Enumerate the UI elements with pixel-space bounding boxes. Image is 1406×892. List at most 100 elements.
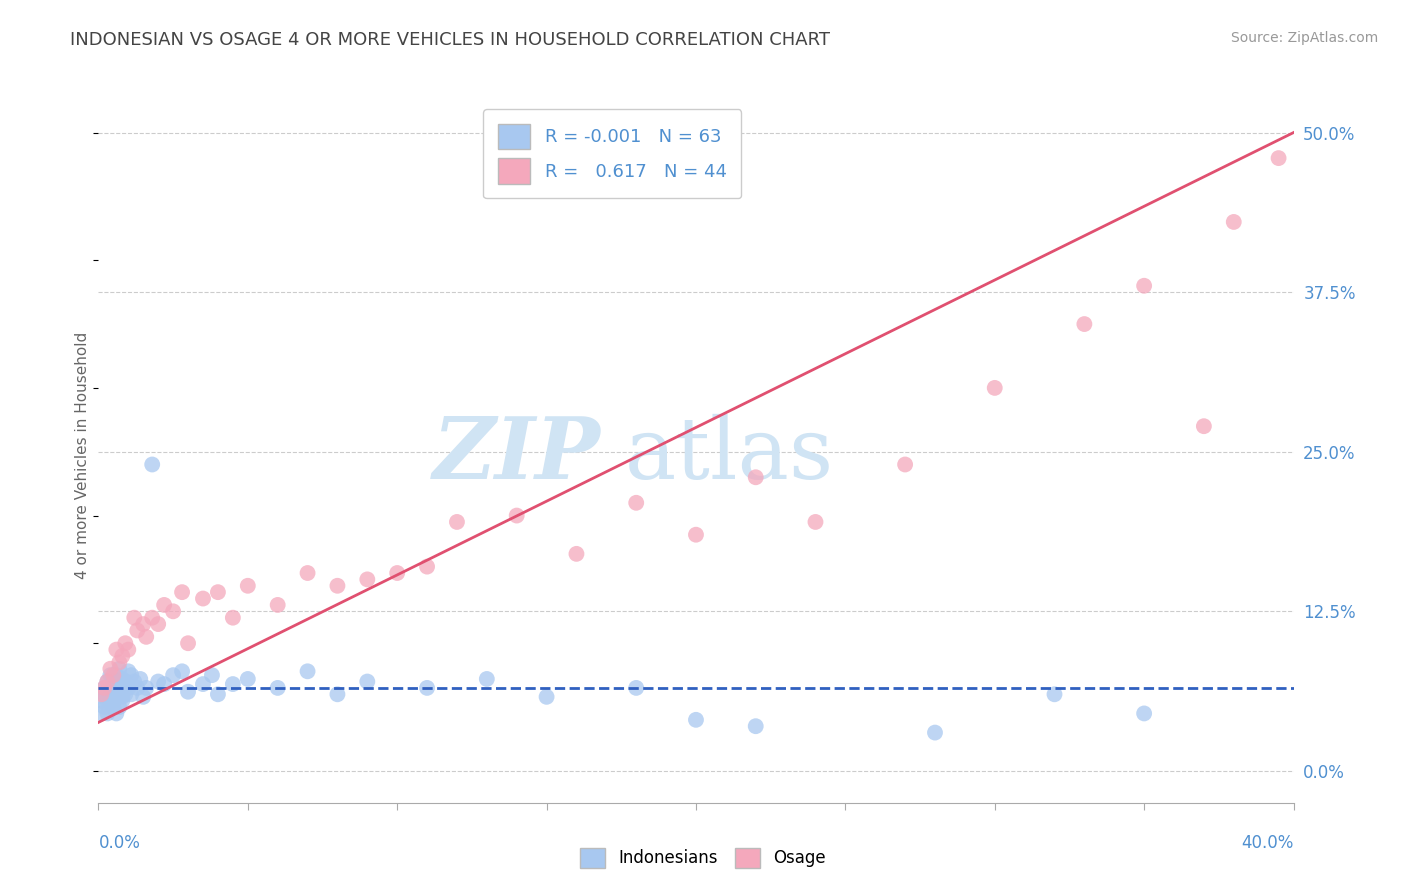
Point	[207, 687, 229, 701]
Point	[148, 617, 170, 632]
Point	[114, 636, 136, 650]
Legend: Indonesians, Osage: Indonesians, Osage	[574, 841, 832, 875]
Point	[114, 687, 136, 701]
Point	[111, 681, 134, 695]
Point	[236, 579, 259, 593]
Point	[103, 700, 125, 714]
Point	[108, 674, 131, 689]
Point	[924, 725, 946, 739]
Point	[105, 706, 128, 721]
Point	[117, 681, 139, 695]
Point	[90, 706, 112, 721]
Point	[565, 547, 588, 561]
Point	[117, 642, 139, 657]
Point	[108, 662, 131, 676]
Point	[446, 515, 468, 529]
Point	[267, 681, 290, 695]
Point	[177, 684, 200, 698]
Point	[685, 527, 707, 541]
Point	[385, 566, 409, 580]
Point	[191, 677, 214, 691]
Point	[1043, 687, 1066, 701]
Point	[626, 681, 648, 695]
Point	[172, 585, 194, 599]
Point	[153, 598, 176, 612]
Point	[111, 690, 134, 704]
Point	[177, 636, 200, 650]
Point	[93, 681, 115, 695]
Point	[96, 706, 118, 721]
Point	[103, 687, 125, 701]
Point	[90, 694, 112, 708]
Point	[105, 681, 128, 695]
Point	[132, 617, 155, 632]
Point	[111, 672, 134, 686]
Point	[111, 648, 134, 663]
Point	[93, 687, 115, 701]
Point	[172, 665, 194, 679]
Point	[416, 559, 439, 574]
Text: INDONESIAN VS OSAGE 4 OR MORE VEHICLES IN HOUSEHOLD CORRELATION CHART: INDONESIAN VS OSAGE 4 OR MORE VEHICLES I…	[70, 31, 831, 49]
Point	[117, 665, 139, 679]
Point	[148, 674, 170, 689]
Point	[1267, 151, 1289, 165]
Point	[127, 624, 149, 638]
Point	[100, 662, 122, 676]
Point	[162, 668, 184, 682]
Point	[90, 687, 112, 701]
Point	[1192, 419, 1215, 434]
Point	[1133, 278, 1156, 293]
Point	[105, 668, 128, 682]
Point	[96, 694, 118, 708]
Point	[93, 681, 115, 695]
Point	[326, 579, 349, 593]
Point	[984, 381, 1007, 395]
Point	[100, 668, 122, 682]
Point	[475, 672, 498, 686]
Point	[236, 672, 259, 686]
Text: 40.0%: 40.0%	[1241, 834, 1294, 852]
Point	[111, 694, 134, 708]
Point	[96, 674, 118, 689]
Point	[685, 713, 707, 727]
Point	[129, 672, 152, 686]
Point	[222, 610, 245, 624]
Point	[201, 668, 224, 682]
Point	[135, 630, 157, 644]
Point	[326, 687, 349, 701]
Point	[416, 681, 439, 695]
Point	[96, 674, 118, 689]
Point	[297, 665, 319, 679]
Point	[626, 496, 648, 510]
Point	[191, 591, 214, 606]
Point	[222, 677, 245, 691]
Point	[506, 508, 529, 523]
Point	[120, 687, 142, 701]
Point	[804, 515, 827, 529]
Point	[108, 656, 131, 670]
Point	[103, 694, 125, 708]
Point	[127, 681, 149, 695]
Point	[114, 674, 136, 689]
Point	[120, 668, 142, 682]
Point	[100, 687, 122, 701]
Point	[105, 642, 128, 657]
Point	[745, 719, 768, 733]
Legend: R = -0.001   N = 63, R =   0.617   N = 44: R = -0.001 N = 63, R = 0.617 N = 44	[484, 109, 741, 198]
Point	[103, 674, 125, 689]
Point	[108, 687, 131, 701]
Point	[100, 681, 122, 695]
Text: ZIP: ZIP	[433, 413, 600, 497]
Point	[356, 573, 378, 587]
Text: 0.0%: 0.0%	[98, 834, 141, 852]
Point	[153, 677, 176, 691]
Point	[124, 610, 146, 624]
Point	[124, 674, 146, 689]
Point	[135, 681, 157, 695]
Y-axis label: 4 or more Vehicles in Household: 4 or more Vehicles in Household	[75, 331, 90, 579]
Point	[745, 470, 768, 484]
Point	[1133, 706, 1156, 721]
Point	[1223, 215, 1246, 229]
Text: atlas: atlas	[624, 413, 834, 497]
Point	[105, 690, 128, 704]
